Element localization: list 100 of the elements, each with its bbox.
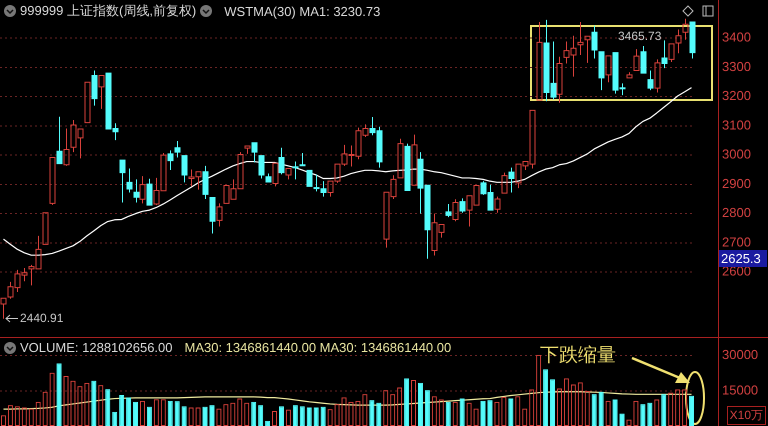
- bar: [168, 400, 173, 426]
- y-tick-label: 3100: [722, 117, 751, 132]
- bar: [612, 399, 618, 426]
- bar: [105, 389, 110, 426]
- y-tick-label: 3200: [722, 88, 751, 104]
- candlestick: [690, 21, 696, 60]
- candlestick: [56, 116, 62, 164]
- y-tick-label: 2800: [722, 205, 751, 220]
- candlestick: [0, 298, 6, 320]
- candlestick: [404, 143, 410, 192]
- y-tick-label: 3300: [722, 58, 751, 74]
- candlestick: [494, 196, 500, 214]
- bar: [418, 382, 423, 426]
- candlestick: [592, 24, 598, 60]
- annotation: 2440.91: [20, 311, 64, 325]
- bar: [460, 398, 465, 426]
- annotation: 3465.73: [618, 29, 662, 43]
- bar: [314, 407, 319, 426]
- bar: [258, 405, 264, 426]
- bar: [550, 379, 556, 426]
- bar: [300, 406, 305, 426]
- bar: [182, 406, 187, 426]
- bar: [404, 378, 410, 426]
- candlestick: [134, 178, 140, 204]
- candlestick: [42, 212, 48, 245]
- y-tick-label: 2700: [722, 234, 751, 250]
- bar: [56, 363, 62, 426]
- bar: [320, 406, 326, 426]
- bar: [251, 402, 256, 426]
- bar: [376, 402, 382, 426]
- chart-title: 999999 上证指数(周线,前复权): [20, 2, 196, 20]
- candlestick: [662, 40, 668, 69]
- bar: [202, 406, 208, 426]
- chart-subtitle: WSTMA(30) MA1: 3230.73: [224, 4, 380, 18]
- bar: [640, 404, 646, 426]
- bar: [598, 392, 604, 426]
- candlestick: [278, 147, 284, 175]
- bar: [480, 400, 486, 426]
- bar: [508, 398, 514, 426]
- bar: [306, 407, 312, 426]
- bar: [209, 405, 214, 426]
- annotation: 下跌缩量: [540, 343, 616, 368]
- candlestick: [168, 150, 174, 171]
- candlestick: [300, 152, 306, 166]
- candlestick: [584, 36, 590, 64]
- candlestick: [640, 45, 646, 74]
- candlestick: [306, 170, 312, 187]
- bar: [91, 380, 96, 426]
- y-tick-label: 3000: [722, 146, 751, 162]
- y-tick-label: 15000: [722, 382, 758, 398]
- candlestick: [120, 160, 126, 204]
- candlestick: [140, 176, 146, 204]
- bar: [424, 390, 430, 426]
- text: 2625.3: [719, 250, 767, 267]
- candlestick: [92, 70, 98, 106]
- candlestick: [266, 173, 272, 183]
- candlestick: [202, 165, 208, 200]
- candlestick: [556, 56, 562, 104]
- bar: [126, 397, 132, 426]
- candlestick: [182, 155, 188, 183]
- candlestick: [682, 18, 688, 40]
- bar: [661, 394, 666, 426]
- bar: [119, 395, 124, 426]
- bar: [543, 369, 548, 426]
- candlestick: [648, 70, 654, 91]
- candlestick: [252, 142, 258, 163]
- candlestick: [64, 128, 70, 166]
- candlestick: [84, 82, 90, 124]
- candlestick: [508, 167, 514, 194]
- candlestick: [676, 29, 682, 54]
- candlestick: [174, 140, 180, 158]
- bar: [174, 401, 180, 426]
- candlestick: [126, 168, 132, 194]
- y-tick-label: 30000: [722, 347, 758, 362]
- y-tick-label: 3400: [722, 30, 751, 45]
- bar: [292, 405, 298, 426]
- y-tick-label: 2900: [722, 176, 751, 191]
- candlestick: [446, 203, 452, 218]
- bar: [620, 414, 625, 426]
- bar: [446, 402, 451, 426]
- bar: [647, 402, 652, 426]
- bar: [487, 400, 492, 426]
- candlestick: [606, 55, 612, 83]
- candlestick: [536, 21, 542, 101]
- bar: [133, 402, 138, 426]
- bar: [146, 406, 152, 426]
- bar: [112, 412, 118, 426]
- candlestick: [598, 51, 604, 91]
- candlestick: [398, 138, 404, 178]
- candlestick: [210, 197, 216, 234]
- candlestick: [244, 146, 250, 154]
- bar: [689, 396, 694, 426]
- bar: [278, 406, 284, 426]
- candlestick: [634, 48, 640, 72]
- bar: [592, 394, 597, 426]
- candlestick: [292, 161, 298, 180]
- bar: [369, 400, 374, 426]
- candlestick: [578, 21, 584, 56]
- candlestick: [98, 75, 104, 110]
- y-axis-title: X10万: [726, 406, 766, 425]
